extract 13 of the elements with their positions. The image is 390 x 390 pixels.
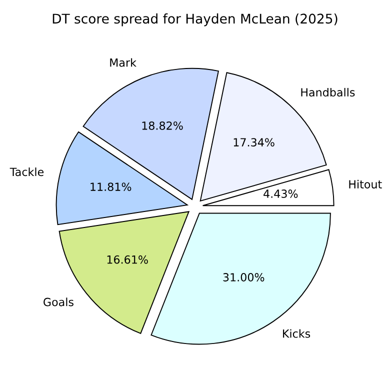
data-label: 18.82%	[142, 121, 183, 130]
slice-label: Hitout	[349, 180, 382, 188]
slice-label: Tackle	[10, 168, 44, 176]
data-label: 31.00%	[223, 273, 264, 282]
slice-label: Goals	[44, 298, 74, 306]
data-label: 4.43%	[264, 190, 298, 198]
slice-label: Mark	[110, 58, 136, 67]
data-label: 17.34%	[234, 138, 274, 147]
data-label: 11.81%	[90, 182, 132, 192]
data-label: 16.61%	[107, 255, 148, 264]
chart-title: DT score spread for Hayden McLean (2025)	[52, 13, 338, 26]
slice-label: Handballs	[301, 88, 355, 97]
slice-label: Kicks	[283, 329, 310, 338]
